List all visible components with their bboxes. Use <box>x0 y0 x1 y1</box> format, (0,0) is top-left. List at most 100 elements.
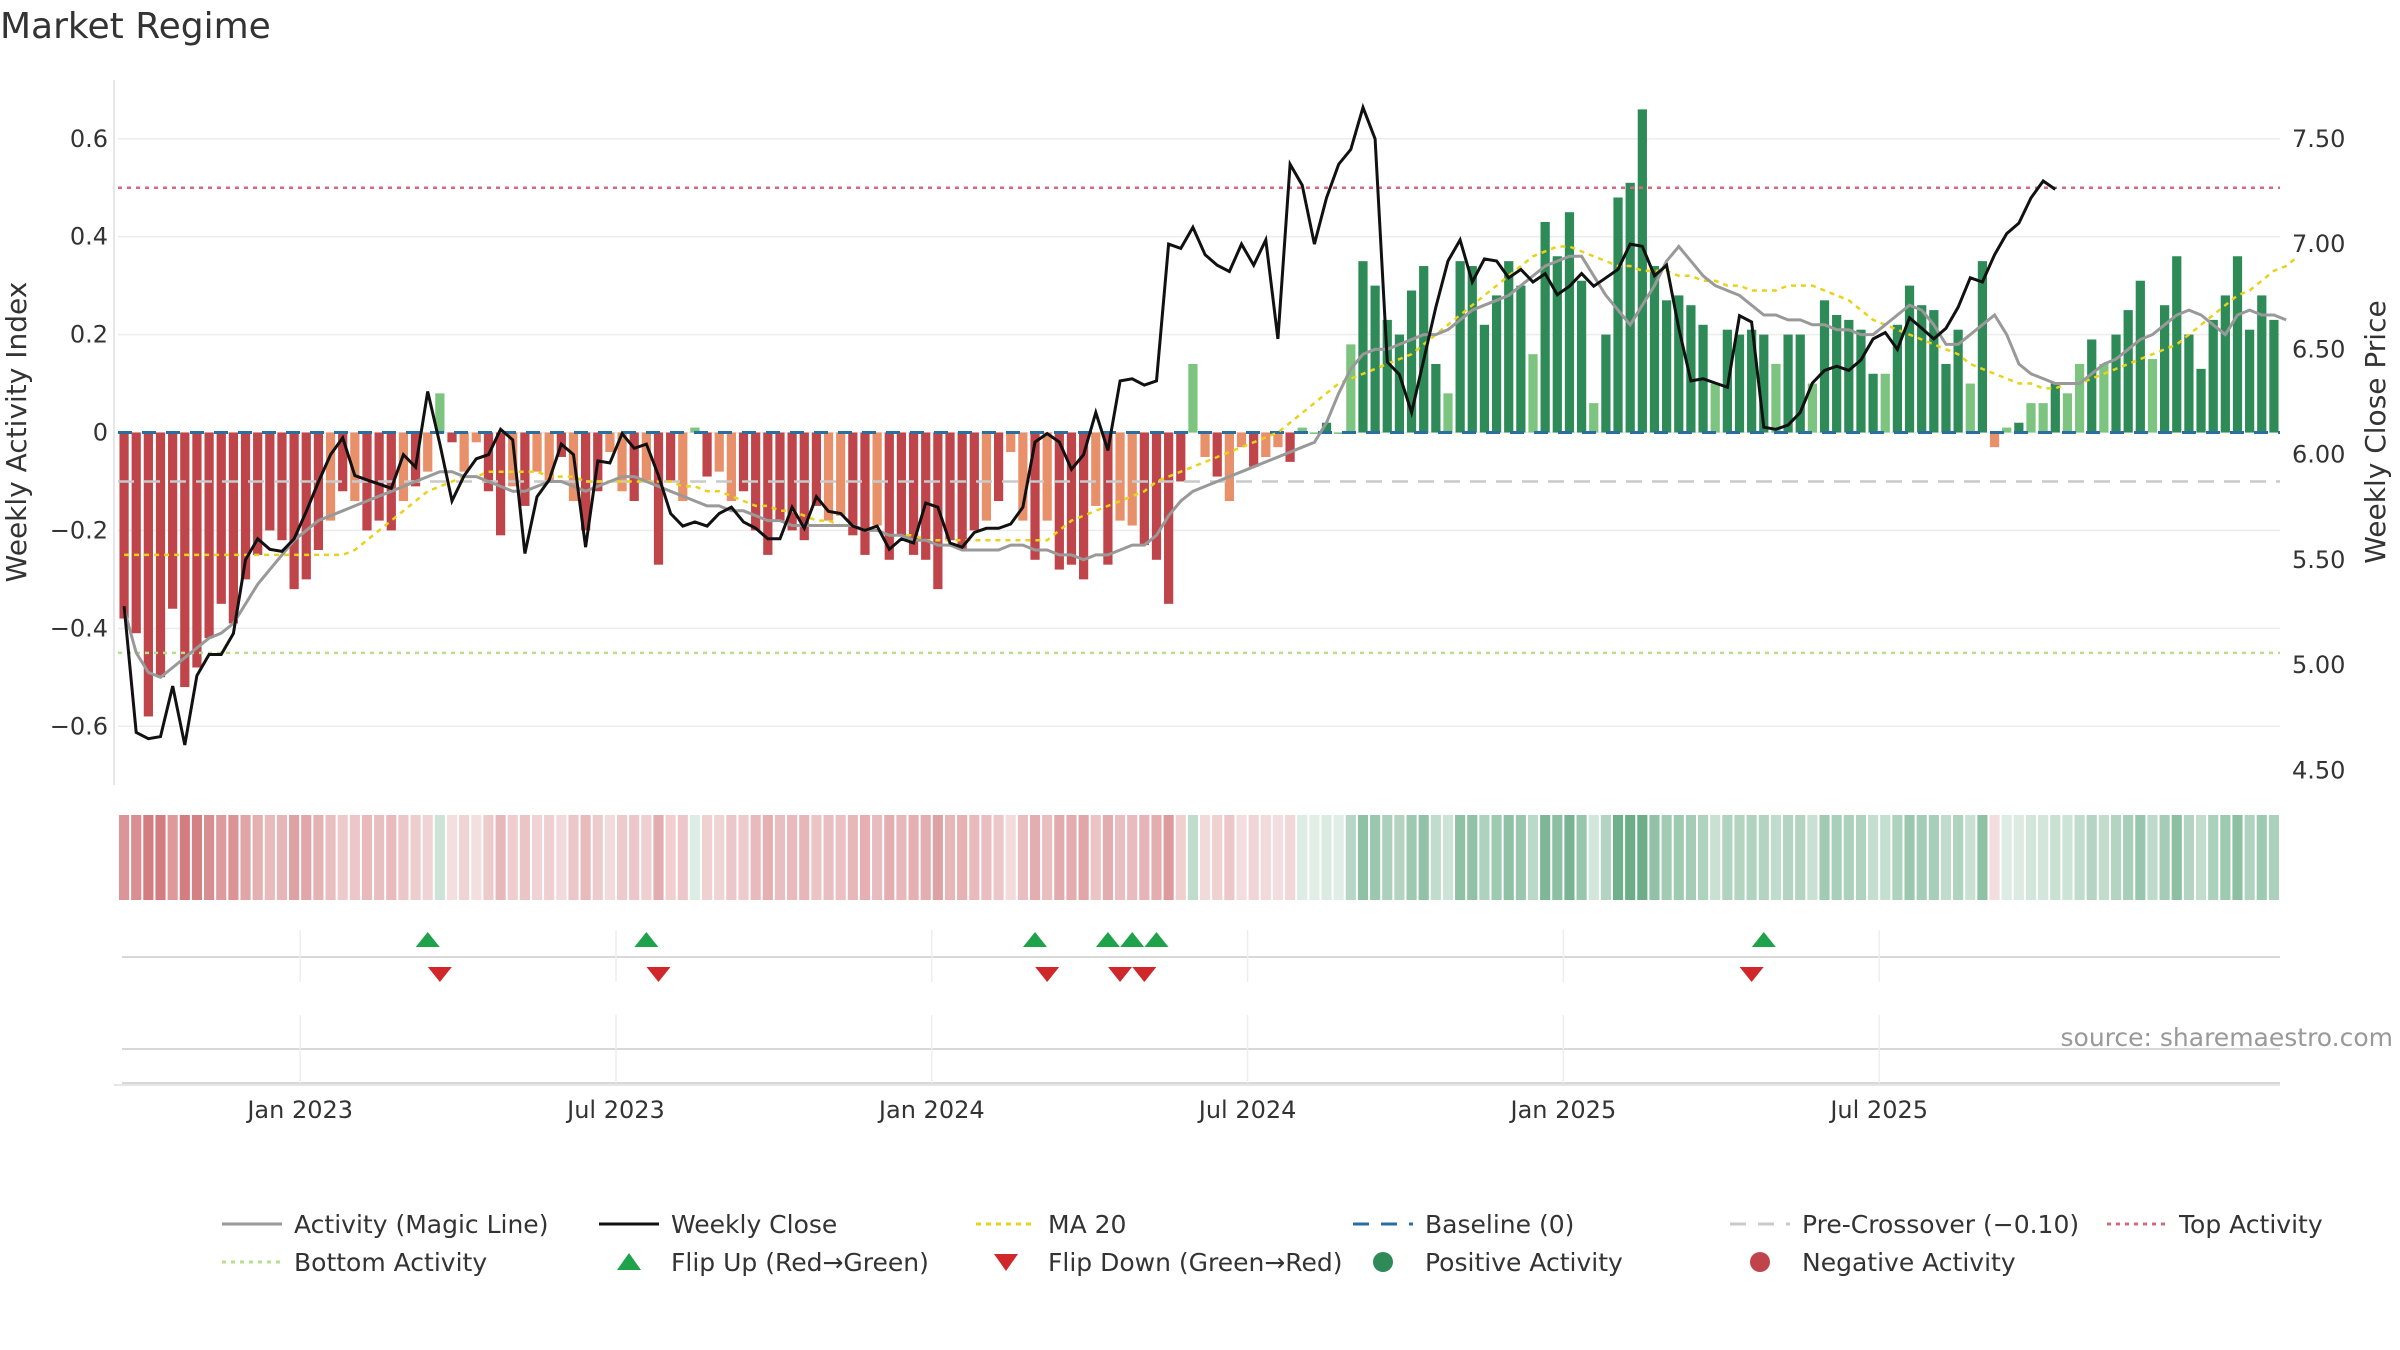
activity-bar <box>1382 319 1392 433</box>
regime-cell <box>1248 815 1259 900</box>
source-label: source: sharemaestro.com <box>2061 1023 2394 1052</box>
activity-bar <box>374 432 384 521</box>
regime-cell <box>1515 815 1526 900</box>
activity-bar <box>1394 334 1405 433</box>
activity-bar <box>568 432 579 502</box>
legend-swatch-flip-up <box>617 1253 641 1270</box>
activity-bar <box>1188 363 1198 433</box>
activity-bar <box>1224 432 1234 502</box>
activity-bar <box>702 432 712 477</box>
activity-bar <box>1419 266 1429 433</box>
flip-down-marker <box>1132 967 1157 982</box>
activity-bar <box>398 432 409 502</box>
activity-bar <box>1771 363 1781 433</box>
regime-cell <box>1734 815 1745 900</box>
flip-markers-panel <box>122 930 2280 982</box>
regime-cell <box>349 815 360 900</box>
activity-bar <box>799 432 809 541</box>
regime-cell <box>1673 815 1684 900</box>
activity-bar <box>532 432 542 472</box>
activity-bar <box>1054 432 1064 570</box>
regime-cell <box>1017 815 1028 900</box>
activity-bar <box>1006 432 1016 453</box>
regime-cell <box>872 815 883 900</box>
activity-bar <box>1042 432 1052 521</box>
regime-cell <box>1928 815 1939 900</box>
regime-cell <box>1831 815 1842 900</box>
activity-bar <box>228 432 239 624</box>
regime-cell <box>1637 815 1648 900</box>
activity-bar <box>2123 310 2133 433</box>
regime-cell <box>2256 815 2267 900</box>
activity-bar <box>1491 295 1502 433</box>
regime-cell <box>969 815 980 900</box>
regime-cell <box>276 815 288 900</box>
regime-cell <box>1783 815 1794 900</box>
regime-cell <box>1625 815 1636 900</box>
regime-cell <box>1612 815 1624 900</box>
regime-cell <box>1649 815 1660 900</box>
regime-cell <box>1224 815 1235 900</box>
legend-label: Top Activity <box>2178 1210 2323 1239</box>
activity-bar <box>957 432 967 550</box>
activity-bar <box>969 432 979 531</box>
activity-bar <box>1103 432 1113 565</box>
activity-bar <box>1977 261 1988 433</box>
activity-bar <box>168 432 178 609</box>
regime-cell <box>1394 815 1405 900</box>
regime-cell <box>750 815 761 900</box>
regime-cell <box>143 815 154 900</box>
regime-cell <box>1746 815 1757 900</box>
activity-bar <box>2269 319 2279 433</box>
regime-cell <box>2171 815 2182 900</box>
activity-bar <box>1649 266 1660 433</box>
activity-bar <box>520 432 530 506</box>
regime-cell <box>738 815 749 900</box>
regime-cell <box>568 815 579 900</box>
right-axis-title: Weekly Close Price <box>2359 300 2392 563</box>
activity-bar <box>1844 319 1854 433</box>
x-tick-label: Jul 2025 <box>1828 1096 1928 1124</box>
legend-label: Activity (Magic Line) <box>294 1210 548 1239</box>
regime-cell <box>289 815 300 900</box>
regime-cell <box>313 815 324 900</box>
regime-cell <box>981 815 992 900</box>
activity-bar <box>1759 334 1769 433</box>
regime-cell <box>1357 815 1369 900</box>
legend-swatch-flip-down <box>994 1254 1018 1271</box>
activity-bar <box>143 432 153 717</box>
regime-cell <box>2159 815 2170 900</box>
regime-cell <box>2001 815 2012 900</box>
activity-bar <box>945 432 955 541</box>
regime-cell <box>1843 815 1854 900</box>
regime-cell <box>1710 815 1721 900</box>
regime-cell <box>604 815 615 900</box>
left-tick-label: −0.6 <box>50 712 108 740</box>
right-tick-label: 6.00 <box>2292 441 2345 469</box>
regime-cell <box>204 815 215 900</box>
regime-cell <box>1552 815 1563 900</box>
activity-bar <box>1674 295 1684 433</box>
left-tick-label: 0.4 <box>70 223 108 251</box>
regime-cell <box>641 815 652 900</box>
regime-cell <box>1163 815 1174 900</box>
regime-cell <box>1540 815 1551 900</box>
activity-bar <box>1783 334 1793 433</box>
activity-bar <box>1139 432 1149 546</box>
right-tick-label: 5.00 <box>2292 651 2345 679</box>
activity-bar <box>1018 432 1028 521</box>
activity-bar <box>1625 182 1635 433</box>
regime-cell <box>1940 815 1952 900</box>
regime-cell <box>592 815 603 900</box>
activity-bar <box>2208 319 2218 433</box>
activity-bar <box>1358 261 1368 433</box>
activity-bar <box>495 432 506 536</box>
regime-cell <box>847 815 858 900</box>
regime-cell <box>471 815 482 900</box>
left-tick-label: 0 <box>93 419 108 447</box>
activity-bar <box>471 432 481 443</box>
x-axis: Jan 2023 Jul 2023 Jan 2024 Jul 2024 Jan 2025… <box>114 1084 2280 1124</box>
activity-bar <box>653 432 664 565</box>
regime-cell <box>1321 815 1332 900</box>
regime-cell <box>2013 815 2024 900</box>
